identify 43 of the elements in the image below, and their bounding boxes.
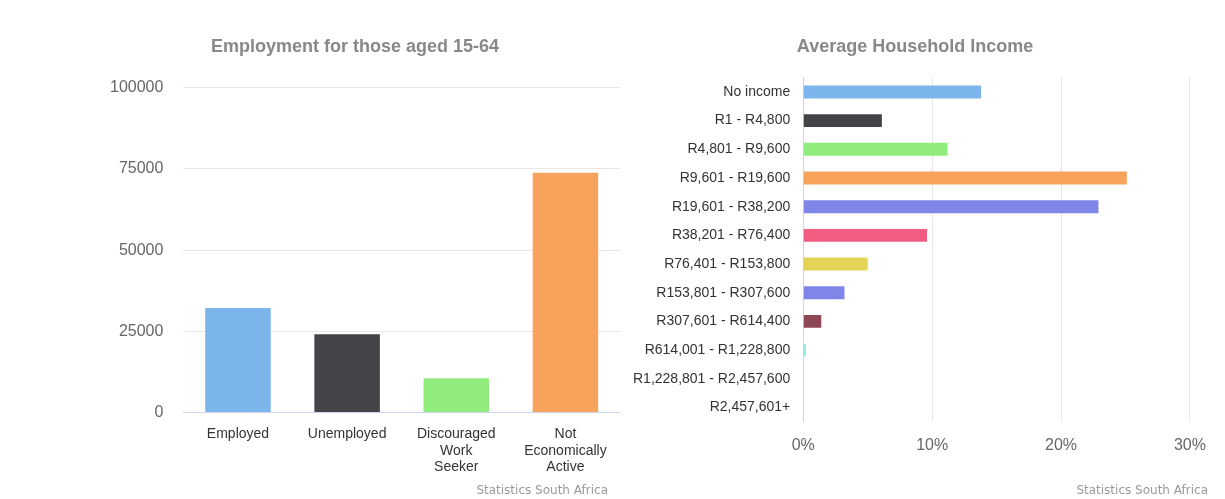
bar xyxy=(803,114,882,128)
y-tick-label: R614,001 - R1,228,800 xyxy=(644,340,791,357)
bar xyxy=(803,257,868,271)
text: Statistics South Africa xyxy=(1076,483,1208,498)
bar xyxy=(803,314,822,328)
y-tick-label: R307,601 - R614,400 xyxy=(656,312,791,329)
y-tick-label: R1 - R4,800 xyxy=(714,111,791,128)
x-tick-label: 0% xyxy=(791,435,815,453)
x-tick-label: 10% xyxy=(916,435,949,453)
x-tick-label: Unemployed xyxy=(307,424,387,441)
y-tick-label: R153,801 - R307,600 xyxy=(656,283,791,300)
y-tick-label: 50000 xyxy=(118,240,164,258)
text: Statistics South Africa xyxy=(476,483,608,498)
bar xyxy=(803,286,845,300)
bar xyxy=(803,171,1127,185)
chart-title: Employment for those aged 15-64 xyxy=(210,35,500,56)
bar xyxy=(423,378,490,413)
y-tick-label: R2,457,601+ xyxy=(709,398,791,415)
y-tick-label: R38,201 - R76,400 xyxy=(671,226,791,243)
x-tick-label: Not Economically Active xyxy=(524,424,607,475)
chart-title: Average Household Income xyxy=(796,35,1034,56)
bar xyxy=(532,172,599,413)
bar xyxy=(205,307,271,413)
bar xyxy=(803,142,948,156)
y-tick-label: 25000 xyxy=(118,321,164,339)
bar xyxy=(803,200,1099,214)
bar xyxy=(803,85,982,99)
y-tick-label: No income xyxy=(723,82,791,99)
x-tick-label: 30% xyxy=(1173,435,1206,453)
y-tick-label: 100000 xyxy=(110,78,164,96)
y-tick-label: R1,228,801 - R2,457,600 xyxy=(632,369,791,386)
y-tick-label: R9,601 - R19,600 xyxy=(679,168,791,185)
bar xyxy=(314,334,380,413)
x-tick-label: Discouraged Work Seeker xyxy=(416,424,496,475)
x-tick-label: 20% xyxy=(1045,435,1078,453)
y-tick-label: R19,601 - R38,200 xyxy=(671,197,791,214)
y-tick-label: 0 xyxy=(154,403,164,421)
y-tick-label: R76,401 - R153,800 xyxy=(664,254,791,271)
y-tick-label: R4,801 - R9,600 xyxy=(687,140,791,157)
x-tick-label: Employed xyxy=(206,424,270,441)
bar xyxy=(803,343,806,357)
y-tick-label: 75000 xyxy=(118,159,164,177)
bar xyxy=(803,228,927,242)
